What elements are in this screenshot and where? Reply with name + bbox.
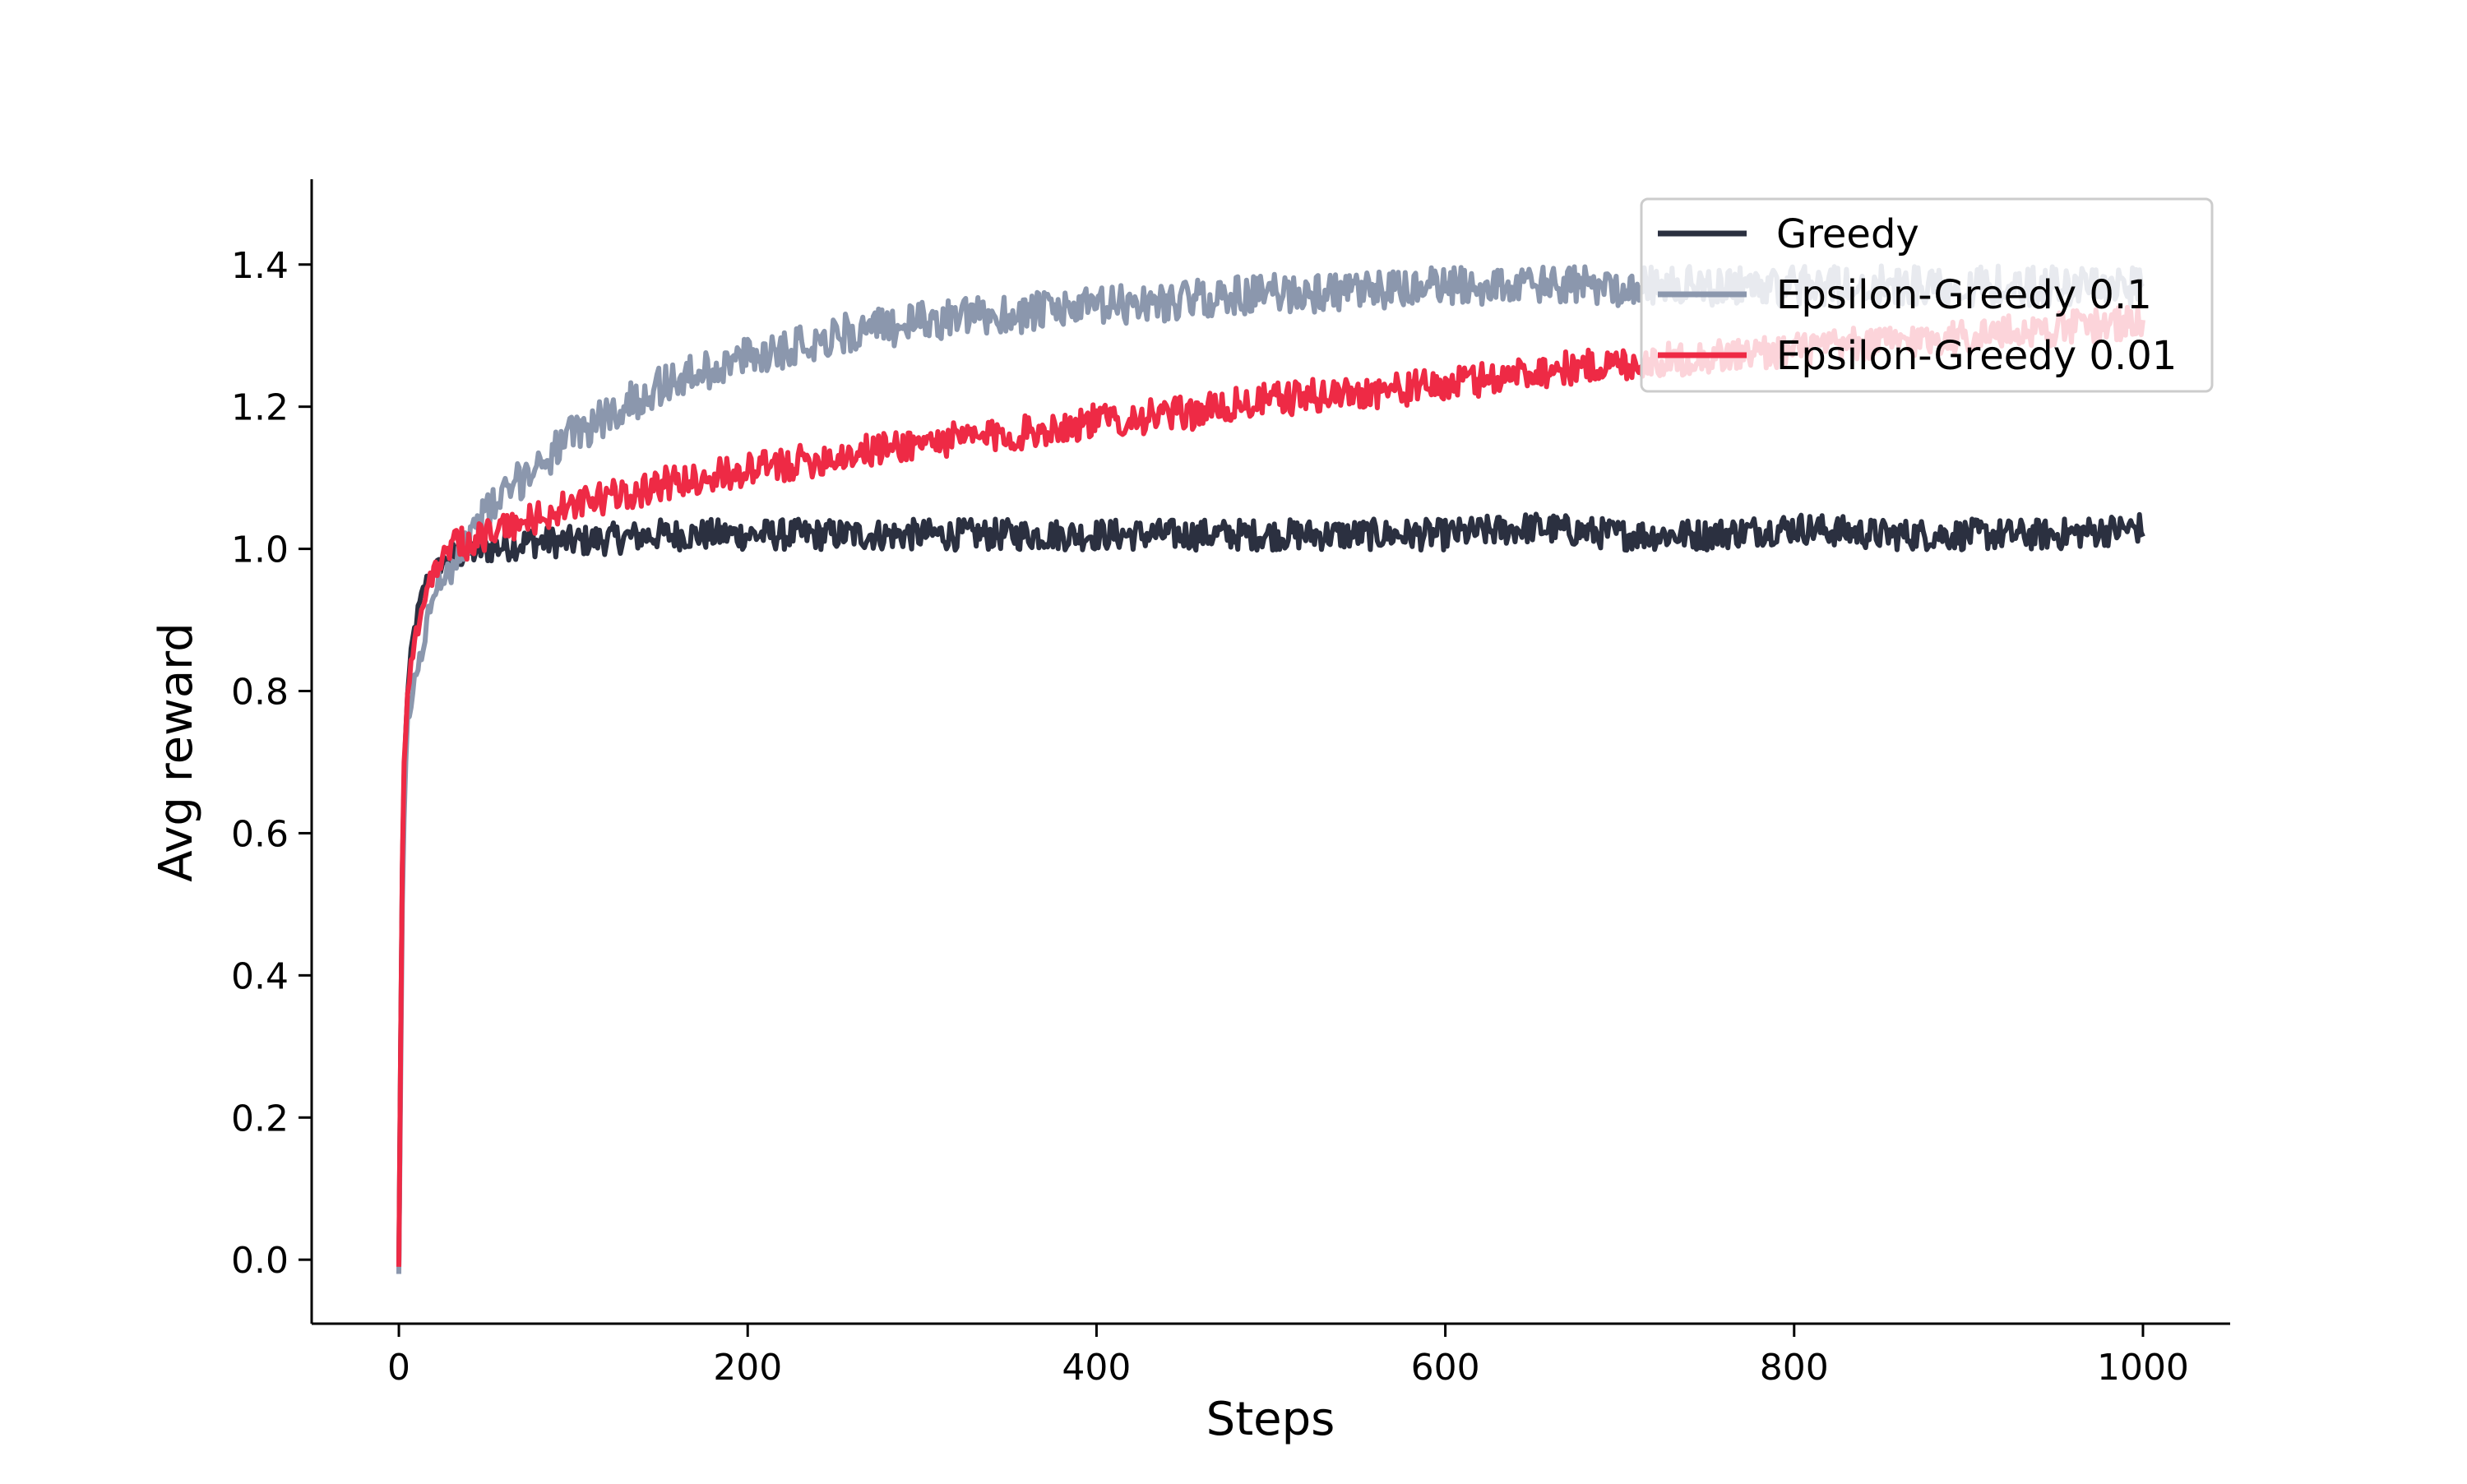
y-tick-label: 1.4 — [231, 245, 289, 287]
x-tick-label: 1000 — [2097, 1347, 2189, 1389]
y-tick-label: 0.8 — [231, 672, 289, 714]
axes-layer — [310, 179, 2230, 1325]
y-tick-label: 1.0 — [231, 529, 289, 571]
legend-box — [1640, 197, 2214, 393]
legend-label: Epsilon-Greedy 0.1 — [1776, 272, 2152, 318]
x-tick-label: 200 — [713, 1347, 782, 1389]
legend: Greedy Epsilon-Greedy 0.1 Epsilon-Greedy 0… — [1640, 197, 2214, 393]
x-axis-label: Steps — [1206, 1393, 1335, 1446]
y-tick-label: 1.2 — [231, 387, 289, 429]
y-axis-label: Avg reward — [150, 622, 203, 881]
ticks-layer: 0 200 400 600 800 1000 0.0 0.2 0.4 0.6 0.8 1.0 1.2 1.… — [231, 245, 2189, 1389]
y-tick-label: 0.6 — [231, 813, 289, 855]
legend-label: Epsilon-Greedy 0.01 — [1776, 333, 2177, 379]
series-line-1 — [396, 511, 2145, 1267]
y-tick-label: 0.4 — [231, 955, 289, 997]
x-tick-label: 600 — [1411, 1347, 1480, 1389]
y-tick-label: 0.2 — [231, 1098, 289, 1140]
x-tick-label: 400 — [1062, 1347, 1131, 1389]
y-tick-label: 0.0 — [231, 1240, 289, 1282]
x-tick-label: 0 — [387, 1347, 410, 1389]
legend-label: Greedy — [1776, 211, 1919, 257]
x-tick-label: 800 — [1760, 1347, 1829, 1389]
